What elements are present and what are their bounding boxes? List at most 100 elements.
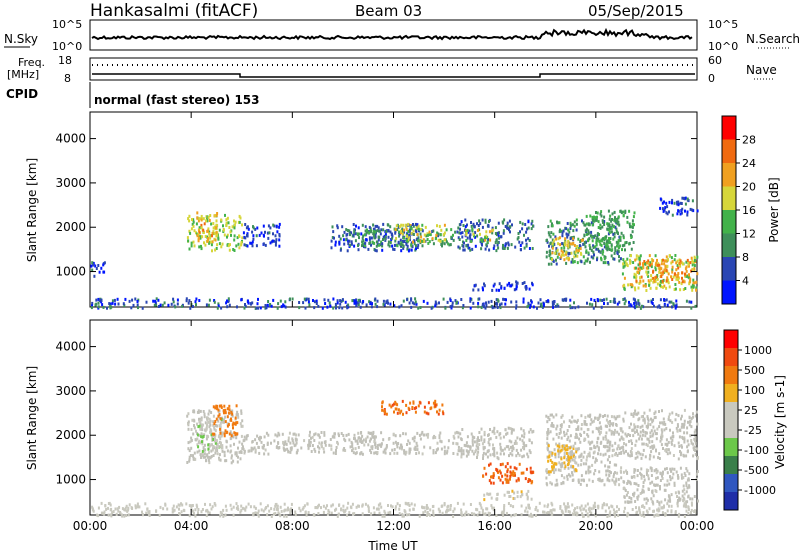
data-cell — [599, 212, 602, 216]
data-cell — [693, 437, 696, 441]
data-cell — [268, 509, 271, 513]
data-cell — [612, 475, 615, 479]
data-cell — [587, 229, 590, 233]
data-cell — [230, 454, 233, 458]
data-cell — [239, 510, 242, 514]
data-cell — [198, 229, 201, 233]
data-cell — [240, 298, 243, 302]
data-cell — [527, 503, 530, 507]
data-cell — [242, 447, 245, 451]
data-cell — [519, 495, 522, 499]
data-cell — [658, 263, 661, 267]
data-cell — [359, 299, 361, 303]
data-cell — [546, 238, 548, 242]
data-cell — [488, 443, 491, 447]
data-cell — [93, 274, 96, 278]
data-cell — [599, 223, 602, 227]
data-cell — [660, 428, 663, 432]
data-cell — [409, 401, 412, 405]
data-cell — [180, 510, 183, 514]
data-cell — [491, 475, 494, 479]
data-cell — [230, 507, 233, 511]
data-cell — [657, 513, 660, 517]
data-cell — [558, 442, 561, 446]
data-cell — [664, 513, 667, 517]
data-cell — [244, 236, 247, 240]
data-cell — [334, 240, 337, 244]
data-cell — [423, 240, 426, 243]
data-cell — [634, 443, 637, 447]
data-cell — [205, 459, 207, 463]
data-cell — [396, 228, 399, 232]
data-cell — [354, 439, 357, 443]
data-cell — [245, 244, 248, 247]
data-cell — [277, 511, 280, 515]
data-cell — [492, 284, 495, 288]
data-cell — [187, 427, 190, 431]
data-cell — [506, 479, 509, 482]
data-cell — [601, 503, 604, 507]
data-cell — [578, 247, 581, 250]
data-cell — [229, 450, 232, 454]
data-cell — [658, 304, 661, 308]
data-cell — [321, 445, 323, 449]
data-cell — [551, 300, 554, 304]
data-cell — [590, 255, 593, 259]
data-cell — [495, 435, 498, 439]
data-cell — [396, 451, 399, 455]
data-cell — [509, 474, 512, 478]
data-cell — [658, 503, 661, 507]
data-cell — [330, 447, 333, 451]
data-cell — [256, 434, 259, 438]
data-cell — [663, 302, 666, 306]
data-region — [551, 236, 584, 262]
data-cell — [374, 435, 377, 439]
data-cell — [402, 223, 405, 227]
data-cell — [579, 508, 582, 512]
data-cell — [455, 442, 458, 446]
data-cell — [479, 238, 482, 242]
data-cell — [684, 272, 686, 276]
data-cell — [439, 431, 442, 435]
data-cell — [322, 510, 325, 514]
data-cell — [488, 512, 491, 515]
data-cell — [668, 210, 670, 214]
data-cell — [428, 513, 430, 516]
data-cell — [377, 507, 380, 511]
data-cell — [158, 513, 161, 517]
data-cell — [673, 288, 676, 291]
data-cell — [398, 225, 401, 229]
data-cell — [687, 275, 690, 279]
data-cell — [463, 241, 465, 245]
data-cell — [579, 440, 582, 444]
data-cell — [187, 217, 190, 221]
data-cell — [611, 223, 614, 227]
x-tick-label: 12:00 — [376, 519, 411, 533]
data-cell — [636, 455, 639, 459]
data-cell — [293, 432, 296, 436]
data-cell — [693, 264, 696, 268]
data-cell — [655, 261, 658, 265]
data-cell — [596, 444, 599, 448]
data-cell — [651, 302, 654, 305]
data-cell — [555, 237, 558, 241]
data-cell — [501, 462, 504, 466]
data-cell — [435, 302, 438, 306]
data-cell — [554, 235, 557, 239]
data-cell — [680, 444, 683, 448]
data-cell — [531, 219, 534, 223]
data-cell — [631, 225, 634, 229]
data-cell — [476, 234, 479, 238]
data-cell — [460, 298, 463, 301]
data-cell — [275, 238, 278, 242]
data-cell — [127, 506, 130, 510]
data-cell — [596, 232, 599, 236]
data-cell — [200, 226, 203, 230]
data-cell — [367, 506, 370, 510]
data-cell — [308, 439, 311, 443]
data-cell — [683, 408, 686, 412]
data-cell — [648, 281, 651, 285]
data-cell — [431, 237, 434, 241]
x-tick-label: 20:00 — [579, 519, 614, 533]
data-cell — [302, 506, 305, 510]
